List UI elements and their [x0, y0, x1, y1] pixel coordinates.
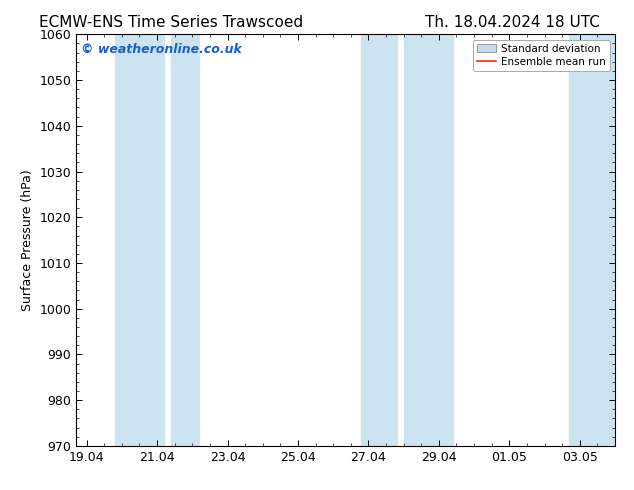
Bar [171, 34, 199, 446]
Bar [115, 34, 164, 446]
Text: © weatheronline.co.uk: © weatheronline.co.uk [81, 43, 242, 55]
Text: Th. 18.04.2024 18 UTC: Th. 18.04.2024 18 UTC [425, 15, 600, 30]
Bar [404, 34, 453, 446]
Bar [361, 34, 397, 446]
Bar [569, 34, 615, 446]
Y-axis label: Surface Pressure (hPa): Surface Pressure (hPa) [21, 169, 34, 311]
Text: ECMW-ENS Time Series Trawscoed: ECMW-ENS Time Series Trawscoed [39, 15, 303, 30]
Legend: Standard deviation, Ensemble mean run: Standard deviation, Ensemble mean run [473, 40, 610, 71]
